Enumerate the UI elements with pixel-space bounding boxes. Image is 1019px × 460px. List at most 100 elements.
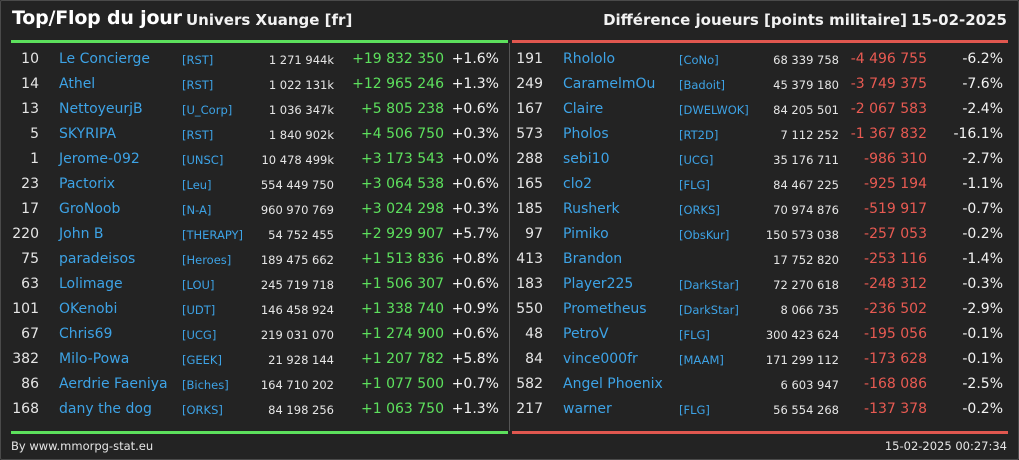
player-name-link[interactable]: Pholos [563, 126, 609, 142]
military-points: 7 112 252 [780, 128, 839, 142]
military-points: 17 752 820 [773, 253, 839, 267]
alliance-tag-link[interactable]: [RT2D] [679, 128, 719, 142]
points-difference: +12 965 246 [352, 76, 444, 92]
table-row: 63 Lolimage [LOU] 245 719 718 +1 506 307 +0.6… [0, 272, 509, 297]
player-name-link[interactable]: Claire [563, 101, 604, 117]
player-name-link[interactable]: Prometheus [563, 301, 647, 317]
alliance-tag-link[interactable]: [RST] [182, 128, 214, 142]
player-name-link[interactable]: OKenobi [59, 301, 118, 317]
player-name-link[interactable]: Aerdrie Faeniya [59, 376, 168, 392]
alliance-tag-link[interactable]: [ObsKur] [679, 228, 730, 242]
player-name-link[interactable]: Le Concierge [59, 51, 151, 67]
percent-change: +1.6% [451, 51, 499, 67]
table-row: 10 Le Concierge [RST] 1 271 944k +19 832 350… [0, 47, 509, 72]
player-name-link[interactable]: Pactorix [59, 176, 116, 192]
alliance-tag-link[interactable]: [Biches] [182, 378, 229, 392]
points-difference: +1 274 900 [361, 326, 444, 342]
header: Top/Flop du jour Univers Xuange [fr] Dif… [0, 0, 1019, 40]
player-name-link[interactable]: dany the dog [59, 401, 152, 417]
player-name-link[interactable]: GroNoob [59, 201, 121, 217]
player-name-link[interactable]: Jerome-092 [59, 151, 140, 167]
player-name-link[interactable]: Angel Phoenix [563, 376, 663, 392]
points-difference: -3 749 375 [850, 76, 927, 92]
percent-change: +1.3% [451, 401, 499, 417]
military-points: 84 198 256 [268, 403, 334, 417]
page-title: Top/Flop du jour [12, 7, 182, 29]
alliance-tag-link[interactable]: [THERAPY] [182, 228, 244, 242]
alliance-tag-link[interactable]: [DWELWOK] [679, 103, 749, 117]
military-points: 84 467 225 [773, 178, 839, 192]
alliance-tag-link[interactable]: [UDT] [182, 303, 216, 317]
player-rank: 582 [516, 376, 543, 392]
alliance-tag-link[interactable]: [FLG] [679, 403, 710, 417]
player-name-link[interactable]: Milo-Powa [59, 351, 130, 367]
points-difference: -137 378 [864, 401, 927, 417]
table-row: 165 clo2 [FLG] 84 467 225 -925 194 -1.1% [511, 172, 1019, 197]
player-rank: 63 [21, 276, 39, 292]
player-name-link[interactable]: Rhololo [563, 51, 616, 67]
player-name-link[interactable]: NettoyeurjB [59, 101, 143, 117]
player-rank: 220 [12, 226, 39, 242]
player-name-link[interactable]: John B [59, 226, 104, 242]
alliance-tag-link[interactable]: [RST] [182, 78, 214, 92]
column-separator [509, 43, 510, 431]
player-name-link[interactable]: Player225 [563, 276, 634, 292]
alliance-tag-link[interactable]: [CoNo] [679, 53, 719, 67]
universe-label: Univers Xuange [fr] [186, 11, 353, 29]
player-rank: 101 [12, 301, 39, 317]
percent-change: -2.5% [962, 376, 1003, 392]
alliance-tag-link[interactable]: [ORKS] [679, 203, 720, 217]
player-name-link[interactable]: Brandon [563, 251, 623, 267]
player-name-link[interactable]: Athel [59, 76, 96, 92]
table-row: 191 Rhololo [CoNo] 68 339 758 -4 496 755 -6.2… [511, 47, 1019, 72]
player-rank: 86 [21, 376, 39, 392]
table-row: 84 vince000fr [MAAM] 171 299 112 -173 628 -0.… [511, 347, 1019, 372]
player-name-link[interactable]: Rusherk [563, 201, 620, 217]
alliance-tag-link[interactable]: [UCG] [182, 328, 217, 342]
player-name-link[interactable]: clo2 [563, 176, 593, 192]
player-name-link[interactable]: PetroV [563, 326, 609, 342]
player-name-link[interactable]: CaramelmOu [563, 76, 656, 92]
player-rank: 183 [516, 276, 543, 292]
alliance-tag-link[interactable]: [Heroes] [182, 253, 232, 267]
alliance-tag-link[interactable]: [U_Corp] [182, 103, 233, 117]
points-difference: -925 194 [864, 176, 927, 192]
alliance-tag-link[interactable]: [MAAM] [679, 353, 724, 367]
top-red-divider [512, 40, 1008, 43]
points-difference: +1 338 740 [361, 301, 444, 317]
player-name-link[interactable]: SKYRIPA [59, 126, 117, 142]
top-players-list: 10 Le Concierge [RST] 1 271 944k +19 832 350… [0, 47, 509, 422]
player-name-link[interactable]: Lolimage [59, 276, 123, 292]
player-name-link[interactable]: warner [563, 401, 612, 417]
player-rank: 1 [30, 151, 39, 167]
alliance-tag-link[interactable]: [LOU] [182, 278, 215, 292]
alliance-tag-link[interactable]: [DarkStar] [679, 278, 739, 292]
percent-change: +0.8% [451, 251, 499, 267]
alliance-tag-link[interactable]: [Leu] [182, 178, 212, 192]
alliance-tag-link[interactable]: [ORKS] [182, 403, 223, 417]
player-name-link[interactable]: Pimiko [563, 226, 609, 242]
percent-change: -2.7% [962, 151, 1003, 167]
alliance-tag-link[interactable]: [FLG] [679, 328, 710, 342]
table-row: 17 GroNoob [N-A] 960 970 769 +3 024 298 +0.3% [0, 197, 509, 222]
player-name-link[interactable]: sebi10 [563, 151, 610, 167]
percent-change: -7.6% [962, 76, 1003, 92]
alliance-tag-link[interactable]: [DarkStar] [679, 303, 739, 317]
player-name-link[interactable]: Chris69 [59, 326, 113, 342]
points-difference: -173 628 [864, 351, 927, 367]
alliance-tag-link[interactable]: [Badoit] [679, 78, 725, 92]
alliance-tag-link[interactable]: [UNSC] [182, 153, 224, 167]
alliance-tag-link[interactable]: [UCG] [679, 153, 714, 167]
alliance-tag-link[interactable]: [GEEK] [182, 353, 222, 367]
percent-change: +0.6% [451, 276, 499, 292]
player-name-link[interactable]: vince000fr [563, 351, 638, 367]
player-rank: 14 [21, 76, 39, 92]
player-name-link[interactable]: paradeisos [59, 251, 136, 267]
percent-change: +0.6% [451, 101, 499, 117]
table-row: 220 John B [THERAPY] 54 752 455 +2 929 907 +5… [0, 222, 509, 247]
alliance-tag-link[interactable]: [FLG] [679, 178, 710, 192]
alliance-tag-link[interactable]: [RST] [182, 53, 214, 67]
percent-change: -0.1% [962, 326, 1003, 342]
alliance-tag-link[interactable]: [N-A] [182, 203, 212, 217]
percent-change: +0.3% [451, 126, 499, 142]
